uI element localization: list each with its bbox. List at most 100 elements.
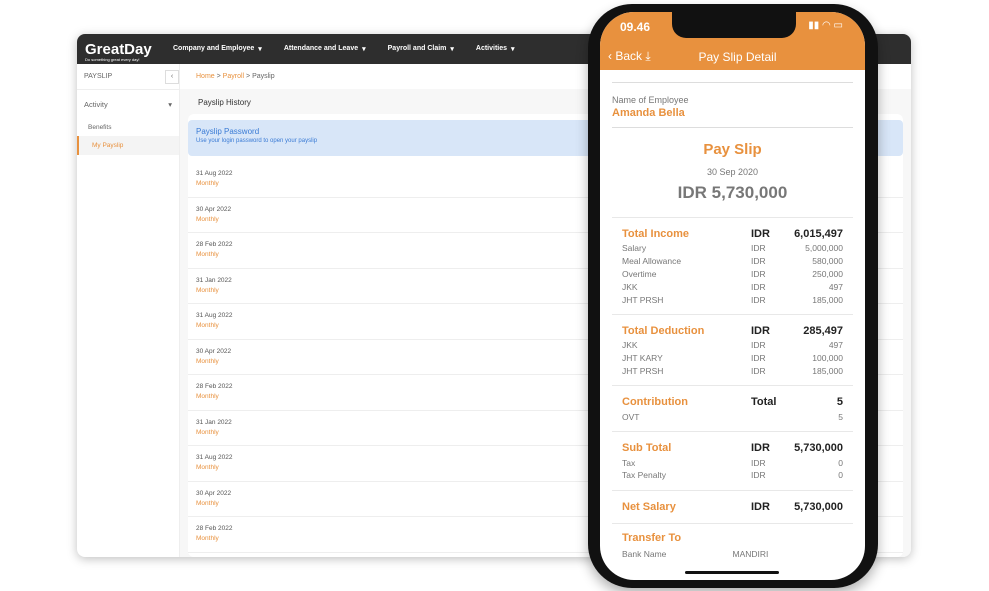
status-icons: ▮▮ ◠ ▭ (808, 20, 843, 31)
section-title: Total Deduction (622, 324, 705, 337)
nav-label: Company and Employee (173, 45, 255, 52)
collapse-sidebar-button[interactable]: ‹ (165, 70, 179, 84)
payslip-row[interactable]: 28 Feb 2022 Monthly (188, 517, 903, 553)
payslip-row[interactable]: 31 Aug 2022 Monthly (188, 304, 903, 340)
sidebar-group-activity[interactable]: Activity ▾ (77, 90, 179, 119)
row-date: 30 Apr 2022 (196, 489, 232, 497)
home-indicator (685, 571, 779, 574)
line-currency: IDR (751, 457, 766, 468)
row-date: 30 Apr 2022 (196, 205, 232, 213)
payslip-row[interactable]: 28 Feb 2022 Monthly (188, 233, 903, 269)
back-button[interactable]: ‹ Back ⤓ (608, 49, 651, 64)
section-currency: IDR (751, 442, 770, 455)
row-type: Monthly (196, 180, 219, 187)
sidebar: PAYSLIP ‹ Activity ▾ Benefits My Payslip (77, 64, 180, 557)
section-value: 5,730,000 (794, 500, 843, 513)
caret-down-icon: ▾ (362, 46, 366, 53)
line-currency: IDR (751, 281, 766, 292)
line-currency: IDR (751, 294, 766, 305)
row-type: Monthly (196, 499, 219, 507)
line-value: 5,000,000 (805, 243, 843, 254)
row-date: 30 Apr 2022 (196, 347, 232, 355)
nav-label: Activities (475, 45, 508, 52)
payslip-row[interactable]: 31 Jan 2022 Monthly (188, 411, 903, 446)
payslip-title: Pay Slip (703, 141, 762, 158)
section-title: Sub Total (622, 442, 672, 455)
section-total-deduction: Total Deduction IDR 285,497 JKK IDR 497 JHT KA… (612, 315, 853, 387)
bank-name: MANDIRI (732, 549, 769, 560)
breadcrumb-payslip: Payslip (252, 73, 275, 80)
payslip-row[interactable]: 31 Aug 2022 Monthly (188, 162, 903, 198)
phone-screen: 09.46 ▮▮ ◠ ▭ ‹ Back ⤓ Pay Slip Detail Na… (600, 12, 865, 580)
section-total-income: Total Income IDR 6,015,497 Salary IDR 5,000,0… (612, 218, 853, 315)
sidebar-item-my-payslip[interactable]: My Payslip (77, 136, 179, 155)
caret-down-icon: ▾ (450, 46, 454, 53)
row-date: 31 Aug 2022 (196, 454, 233, 461)
nav-activities[interactable]: Activities ▾ (476, 45, 515, 53)
payslip-row[interactable]: 30 Apr 2022 Monthly (188, 482, 903, 517)
row-type: Monthly (196, 535, 219, 542)
line-currency: IDR (751, 365, 766, 376)
caret-down-icon: ▾ (258, 46, 262, 53)
line-value: 497 (828, 340, 843, 351)
row-type: Monthly (196, 251, 219, 258)
status-time: 09.46 (620, 20, 651, 34)
nav-label: Payroll and Claim (387, 45, 447, 52)
line-value: 250,000 (812, 268, 843, 279)
group-label: Activity (84, 100, 108, 109)
row-date: 31 Jan 2022 (196, 418, 232, 426)
line-value: 0 (838, 470, 843, 481)
payslip-row[interactable]: 28 Feb 2022 Monthly (188, 375, 903, 411)
section-value: 5,730,000 (794, 442, 843, 455)
line-value: 0 (838, 457, 843, 468)
logo-tagline: Do something great every day! (85, 56, 140, 62)
line-value: 5 (838, 411, 843, 422)
payslip-amount: IDR 5,730,000 (612, 183, 853, 218)
logo-text: GreatDay (85, 40, 152, 58)
line-currency: IDR (751, 268, 766, 279)
greatday-logo[interactable]: GreatDay Do something great every day! (85, 40, 165, 62)
payslip-row[interactable]: 31 Jan 2022 Monthly (188, 269, 903, 304)
line-value: 100,000 (812, 353, 843, 364)
breadcrumb-home[interactable]: Home (196, 73, 215, 80)
row-type: Monthly (196, 428, 219, 436)
line-label: Salary (622, 243, 647, 254)
payslip-row[interactable]: 30 Apr 2022 Monthly (188, 198, 903, 233)
chevron-left-icon: ‹ (608, 49, 616, 63)
row-date: 31 Aug 2022 (196, 170, 233, 177)
row-date: 28 Feb 2022 (196, 525, 233, 532)
breadcrumb-payroll[interactable]: Payroll (222, 73, 245, 80)
section-net-salary: Net Salary IDR 5,730,000 (612, 491, 853, 524)
section-value: 6,015,497 (794, 228, 843, 240)
section-contribution: Contribution Total 5 OVT 5 (612, 386, 853, 433)
download-icon[interactable]: ⤓ (645, 49, 651, 63)
transfer-title: Transfer To (622, 531, 682, 544)
sidebar-item-benefits[interactable]: Benefits (88, 124, 112, 131)
row-type: Monthly (196, 215, 219, 223)
section-title: Contribution (622, 396, 688, 409)
line-currency: IDR (751, 340, 766, 351)
app-header: 09.46 ▮▮ ◠ ▭ ‹ Back ⤓ Pay Slip Detail (600, 12, 865, 70)
line-label: Tax (622, 457, 636, 468)
nav-payroll[interactable]: Payroll and Claim ▾ (388, 45, 454, 53)
payslip-row[interactable]: 30 Apr 2022 Monthly (188, 340, 903, 375)
line-item: JHT PRSH IDR 185,000 (622, 365, 843, 378)
line-value: 185,000 (812, 365, 843, 376)
nav-label: Attendance and Leave (283, 45, 359, 52)
line-label: OVT (622, 411, 640, 422)
line-item: JKK IDR 497 (622, 280, 843, 293)
section-value: 285,497 (803, 324, 843, 337)
nav-company[interactable]: Company and Employee ▾ (173, 45, 262, 53)
payslip-row[interactable]: 31 Aug 2022 Monthly (188, 446, 903, 482)
section-title: Net Salary (622, 500, 676, 513)
line-currency: IDR (751, 353, 766, 364)
row-type: Monthly (196, 393, 219, 400)
section-title: Payslip History (198, 98, 251, 107)
section-currency: IDR (751, 228, 770, 240)
row-type: Monthly (196, 464, 219, 471)
nav-attendance[interactable]: Attendance and Leave ▾ (284, 45, 366, 53)
line-value: 497 (828, 281, 843, 292)
row-type: Monthly (196, 322, 219, 329)
line-value: 580,000 (812, 256, 843, 267)
line-value: 185,000 (812, 294, 843, 305)
